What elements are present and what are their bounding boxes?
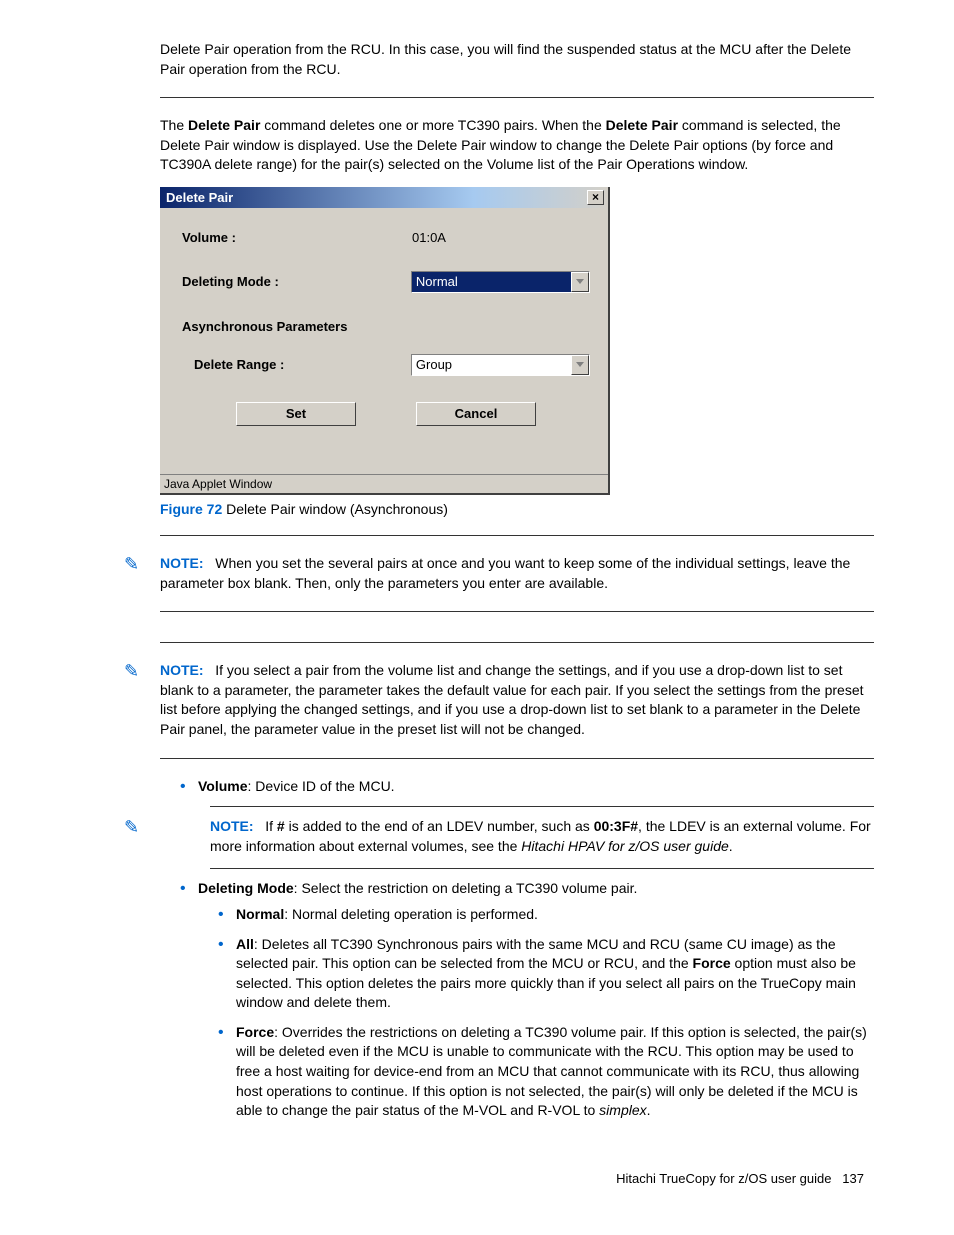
divider bbox=[210, 806, 874, 807]
delete-pair-dialog: Delete Pair × Volume : 01:0A Deleting Mo… bbox=[160, 187, 610, 495]
divider bbox=[160, 97, 874, 98]
delete-range-value: Group bbox=[412, 355, 571, 375]
note-icon: ✎ bbox=[124, 554, 139, 575]
chevron-down-icon[interactable] bbox=[571, 355, 589, 375]
deleting-mode-dropdown[interactable]: Normal bbox=[411, 271, 590, 293]
close-icon[interactable]: × bbox=[587, 190, 604, 205]
note-icon: ✎ bbox=[124, 817, 139, 838]
volume-label: Volume : bbox=[182, 230, 412, 245]
deleting-mode-value: Normal bbox=[412, 272, 571, 292]
deleting-mode-label: Deleting Mode : bbox=[182, 274, 411, 289]
list-item: Deleting Mode: Select the restriction on… bbox=[180, 879, 874, 1121]
chevron-down-icon[interactable] bbox=[571, 272, 589, 292]
divider bbox=[160, 535, 874, 536]
bullet-list: Volume: Device ID of the MCU. bbox=[160, 777, 874, 797]
divider bbox=[210, 868, 874, 869]
list-item: Force: Overrides the restrictions on del… bbox=[218, 1023, 874, 1121]
intro-paragraph-2: The Delete Pair command deletes one or m… bbox=[160, 116, 874, 175]
async-params-header: Asynchronous Parameters bbox=[182, 319, 590, 334]
bullet-list: Deleting Mode: Select the restriction on… bbox=[160, 879, 874, 1121]
figure-caption: Figure 72 Delete Pair window (Asynchrono… bbox=[160, 501, 874, 517]
list-item: All: Deletes all TC390 Synchronous pairs… bbox=[218, 935, 874, 1013]
set-button[interactable]: Set bbox=[236, 402, 356, 426]
list-item: Volume: Device ID of the MCU. bbox=[180, 777, 874, 797]
divider bbox=[160, 758, 874, 759]
page-footer: Hitachi TrueCopy for z/OS user guide 137 bbox=[80, 1171, 874, 1186]
divider bbox=[160, 642, 874, 643]
note-3: ✎ NOTE: If # is added to the end of an L… bbox=[210, 817, 874, 856]
dialog-title: Delete Pair bbox=[166, 190, 233, 205]
list-item: Normal: Normal deleting operation is per… bbox=[218, 905, 874, 925]
intro-paragraph-1: Delete Pair operation from the RCU. In t… bbox=[160, 40, 874, 79]
delete-range-label: Delete Range : bbox=[194, 357, 411, 372]
delete-range-dropdown[interactable]: Group bbox=[411, 354, 590, 376]
note-1: ✎ NOTE: When you set the several pairs a… bbox=[160, 554, 874, 593]
cancel-button[interactable]: Cancel bbox=[416, 402, 536, 426]
note-2: ✎ NOTE: If you select a pair from the vo… bbox=[160, 661, 874, 739]
status-bar: Java Applet Window bbox=[160, 474, 608, 493]
dialog-titlebar: Delete Pair × bbox=[160, 187, 608, 208]
note-icon: ✎ bbox=[124, 661, 139, 682]
volume-value: 01:0A bbox=[412, 230, 446, 245]
divider bbox=[160, 611, 874, 612]
